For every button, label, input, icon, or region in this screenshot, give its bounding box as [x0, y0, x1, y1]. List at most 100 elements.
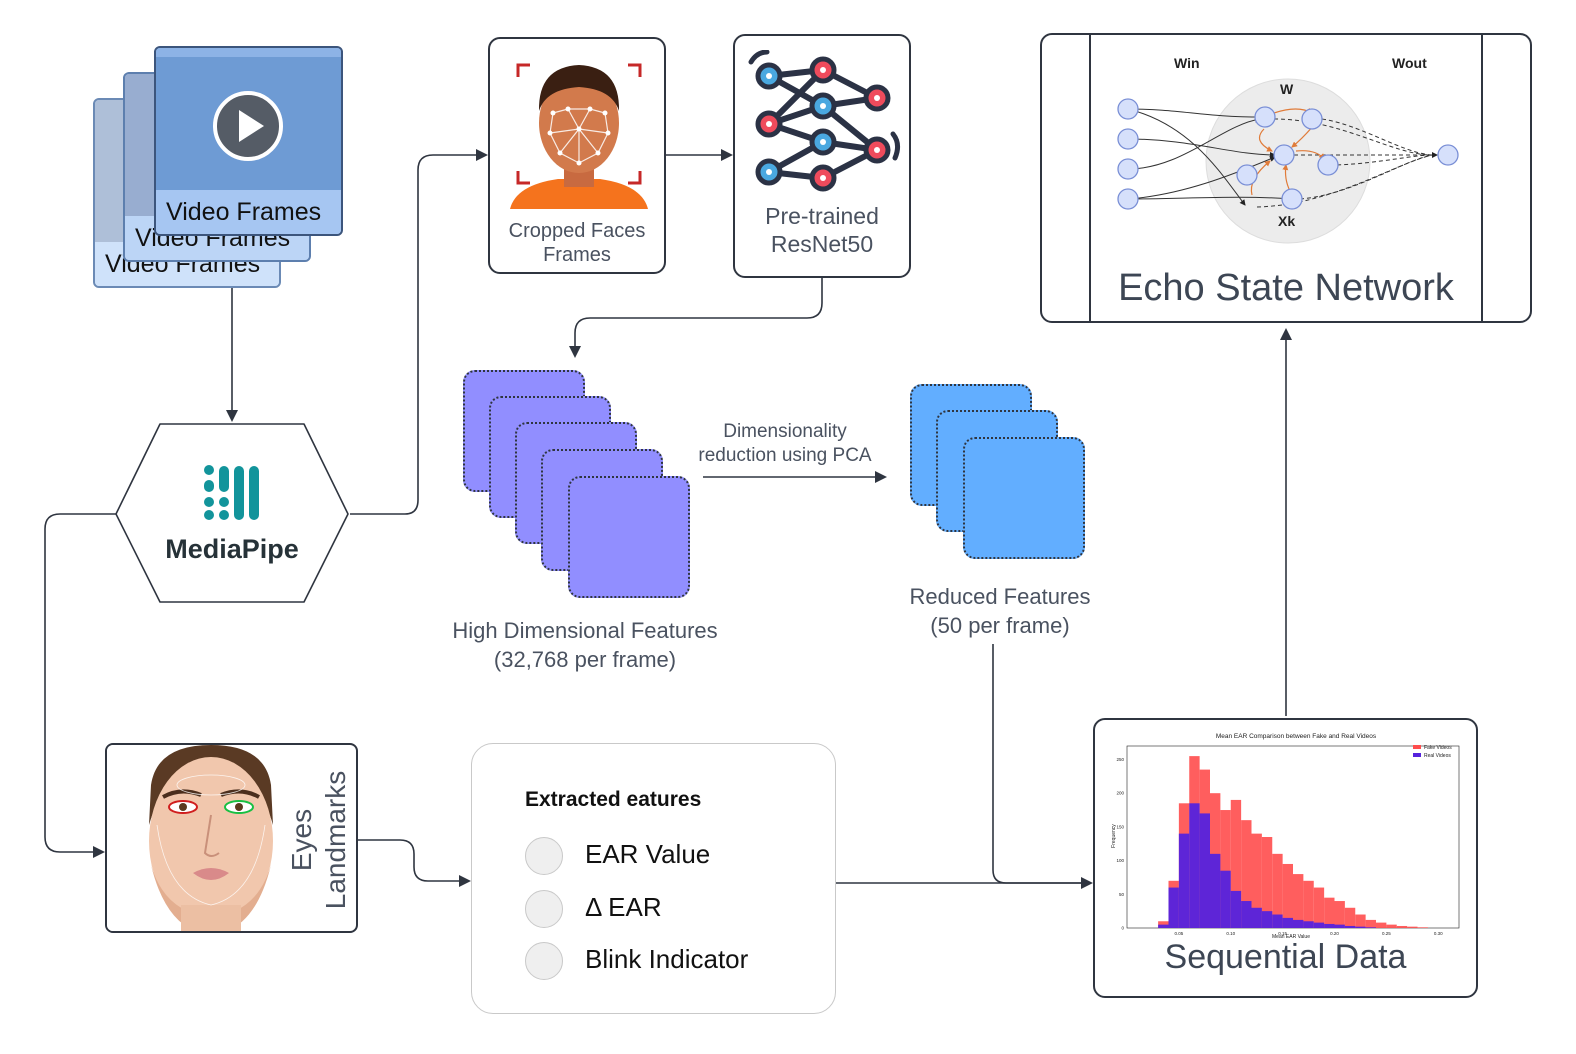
x-tick-label: 0.30	[1434, 931, 1443, 936]
bar-fake-videos	[1407, 926, 1418, 928]
eyes-landmarks-box: Eyes Landmarks	[105, 743, 358, 933]
extracted-features-title: Extracted eatures	[525, 788, 702, 811]
bar-real-videos	[1241, 901, 1252, 928]
bar-real-videos	[1324, 923, 1335, 928]
y-tick-label: 100	[1116, 858, 1124, 863]
esn-x-k-label: Xk	[1278, 213, 1296, 229]
y-tick-label: 50	[1119, 892, 1125, 897]
neural-network-icon	[748, 50, 901, 192]
bar-fake-videos	[1251, 833, 1262, 928]
feature-bullet	[525, 837, 563, 875]
esn-w-label: W	[1280, 81, 1294, 97]
bar-real-videos	[1334, 924, 1345, 928]
feature-blink-indicator: Blink Indicator	[585, 944, 749, 974]
high-dim-label-line1: High Dimensional Features	[452, 618, 718, 643]
mediapipe-label: MediaPipe	[165, 534, 299, 564]
bar-fake-videos	[1324, 897, 1335, 928]
pca-label-line1: Dimensionality	[723, 421, 847, 442]
bar-fake-videos	[1272, 853, 1283, 928]
bar-fake-videos	[1261, 837, 1273, 928]
esn-w-in-label: Win	[1174, 55, 1200, 71]
reduced-label-line2: (50 per frame)	[930, 613, 1070, 638]
video-frame-card-front: Video Frames	[154, 46, 343, 236]
bar-fake-videos	[1355, 914, 1366, 928]
face-scan-icon	[510, 63, 648, 209]
bar-fake-videos	[1293, 874, 1304, 928]
sequential-data-title: Sequential Data	[1164, 938, 1407, 976]
feature-delta-ear: Δ EAR	[585, 892, 662, 922]
face-eyes-icon	[107, 745, 307, 931]
bar-fake-videos	[1241, 820, 1252, 928]
bar-real-videos	[1220, 870, 1231, 928]
y-tick-label: 150	[1116, 824, 1124, 829]
bar-fake-videos	[1417, 927, 1428, 928]
bar-real-videos	[1158, 924, 1169, 928]
bar-fake-videos	[1230, 799, 1242, 928]
bar-real-videos	[1293, 919, 1304, 928]
chart-ylabel: Frequency	[1111, 824, 1117, 848]
bar-real-videos	[1168, 887, 1179, 928]
resnet-box: Pre-trained ResNet50	[733, 34, 911, 278]
mediapipe-node	[115, 423, 349, 603]
legend-swatch-fake	[1413, 745, 1421, 749]
arrow-mediapipe-to-faces	[350, 149, 488, 515]
feature-ear-value: EAR Value	[585, 839, 711, 869]
bar-fake-videos	[1344, 907, 1356, 928]
bar-real-videos	[1313, 922, 1325, 928]
x-tick-label: 0.20	[1330, 931, 1339, 936]
y-tick-label: 250	[1116, 757, 1124, 762]
bar-real-videos	[1355, 926, 1366, 928]
bar-real-videos	[1303, 921, 1314, 928]
arrow-resnet-to-highdim	[569, 278, 823, 358]
bar-real-videos	[1282, 917, 1293, 928]
bar-fake-videos	[1220, 810, 1231, 928]
play-icon	[213, 91, 283, 161]
resnet-label: Pre-trained ResNet50	[765, 203, 879, 257]
cropped-faces-box: Cropped Faces Frames	[488, 37, 666, 274]
eyes-label-line2: Landmarks	[320, 770, 351, 910]
bar-fake-videos	[1365, 919, 1376, 928]
pca-label-line2: reduction using PCA	[698, 445, 872, 466]
esn-box: Win W Wout Xk Echo State Network	[1040, 33, 1532, 323]
reduced-label-line1: Reduced Features	[909, 584, 1091, 609]
arrow-mediapipe-to-eyes	[44, 513, 116, 858]
bar-fake-videos	[1334, 901, 1345, 928]
bar-fake-videos	[1386, 924, 1397, 928]
arrow-eyes-to-extracted	[358, 839, 471, 887]
bar-real-videos	[1230, 890, 1242, 928]
bar-real-videos	[1251, 907, 1262, 928]
eyes-label: Eyes Landmarks	[275, 745, 356, 931]
chart-title: Mean EAR Comparison between Fake and Rea…	[1216, 733, 1377, 740]
chart-xlabel: Mean EAR Value	[1272, 934, 1310, 940]
bar-real-videos	[1189, 803, 1200, 928]
high-dim-feature-block	[568, 476, 690, 598]
legend-swatch-real	[1413, 753, 1421, 757]
video-frames-label: Video Frames	[156, 190, 341, 234]
high-dim-label-line2: (32,768 per frame)	[493, 647, 677, 672]
esn-title: Echo State Network	[1118, 267, 1454, 309]
legend-label-fake: Fake Videos	[1424, 745, 1452, 751]
extracted-features-box: Extracted eatures EAR Value Δ EAR Blink …	[471, 743, 836, 1014]
bar-real-videos	[1344, 925, 1356, 928]
bar-real-videos	[1210, 853, 1221, 928]
y-tick-label: 200	[1116, 791, 1124, 796]
ear-histogram: Mean EAR Comparison between Fake and Rea…	[1111, 733, 1460, 940]
bar-fake-videos	[1282, 863, 1293, 928]
arrow-reduced-to-sequential	[992, 644, 1091, 884]
eyes-label-line1: Eyes	[286, 808, 317, 872]
feature-bullet	[525, 890, 563, 928]
chart-legend: Fake Videos Real Videos	[1413, 745, 1452, 759]
bar-fake-videos	[1376, 922, 1387, 928]
esn-w-out-label: Wout	[1392, 55, 1427, 71]
x-tick-label: 0.15	[1278, 931, 1287, 936]
bar-fake-videos	[1313, 887, 1325, 928]
esn-network-diagram	[1117, 78, 1459, 244]
bar-real-videos	[1261, 911, 1273, 928]
feature-bullet	[525, 942, 563, 980]
y-tick-label: 0	[1121, 926, 1124, 931]
cropped-faces-label: Cropped Faces Frames	[508, 220, 646, 266]
sequential-data-box: Mean EAR Comparison between Fake and Rea…	[1093, 718, 1478, 998]
bar-fake-videos	[1396, 925, 1408, 928]
bar-real-videos	[1272, 914, 1283, 928]
